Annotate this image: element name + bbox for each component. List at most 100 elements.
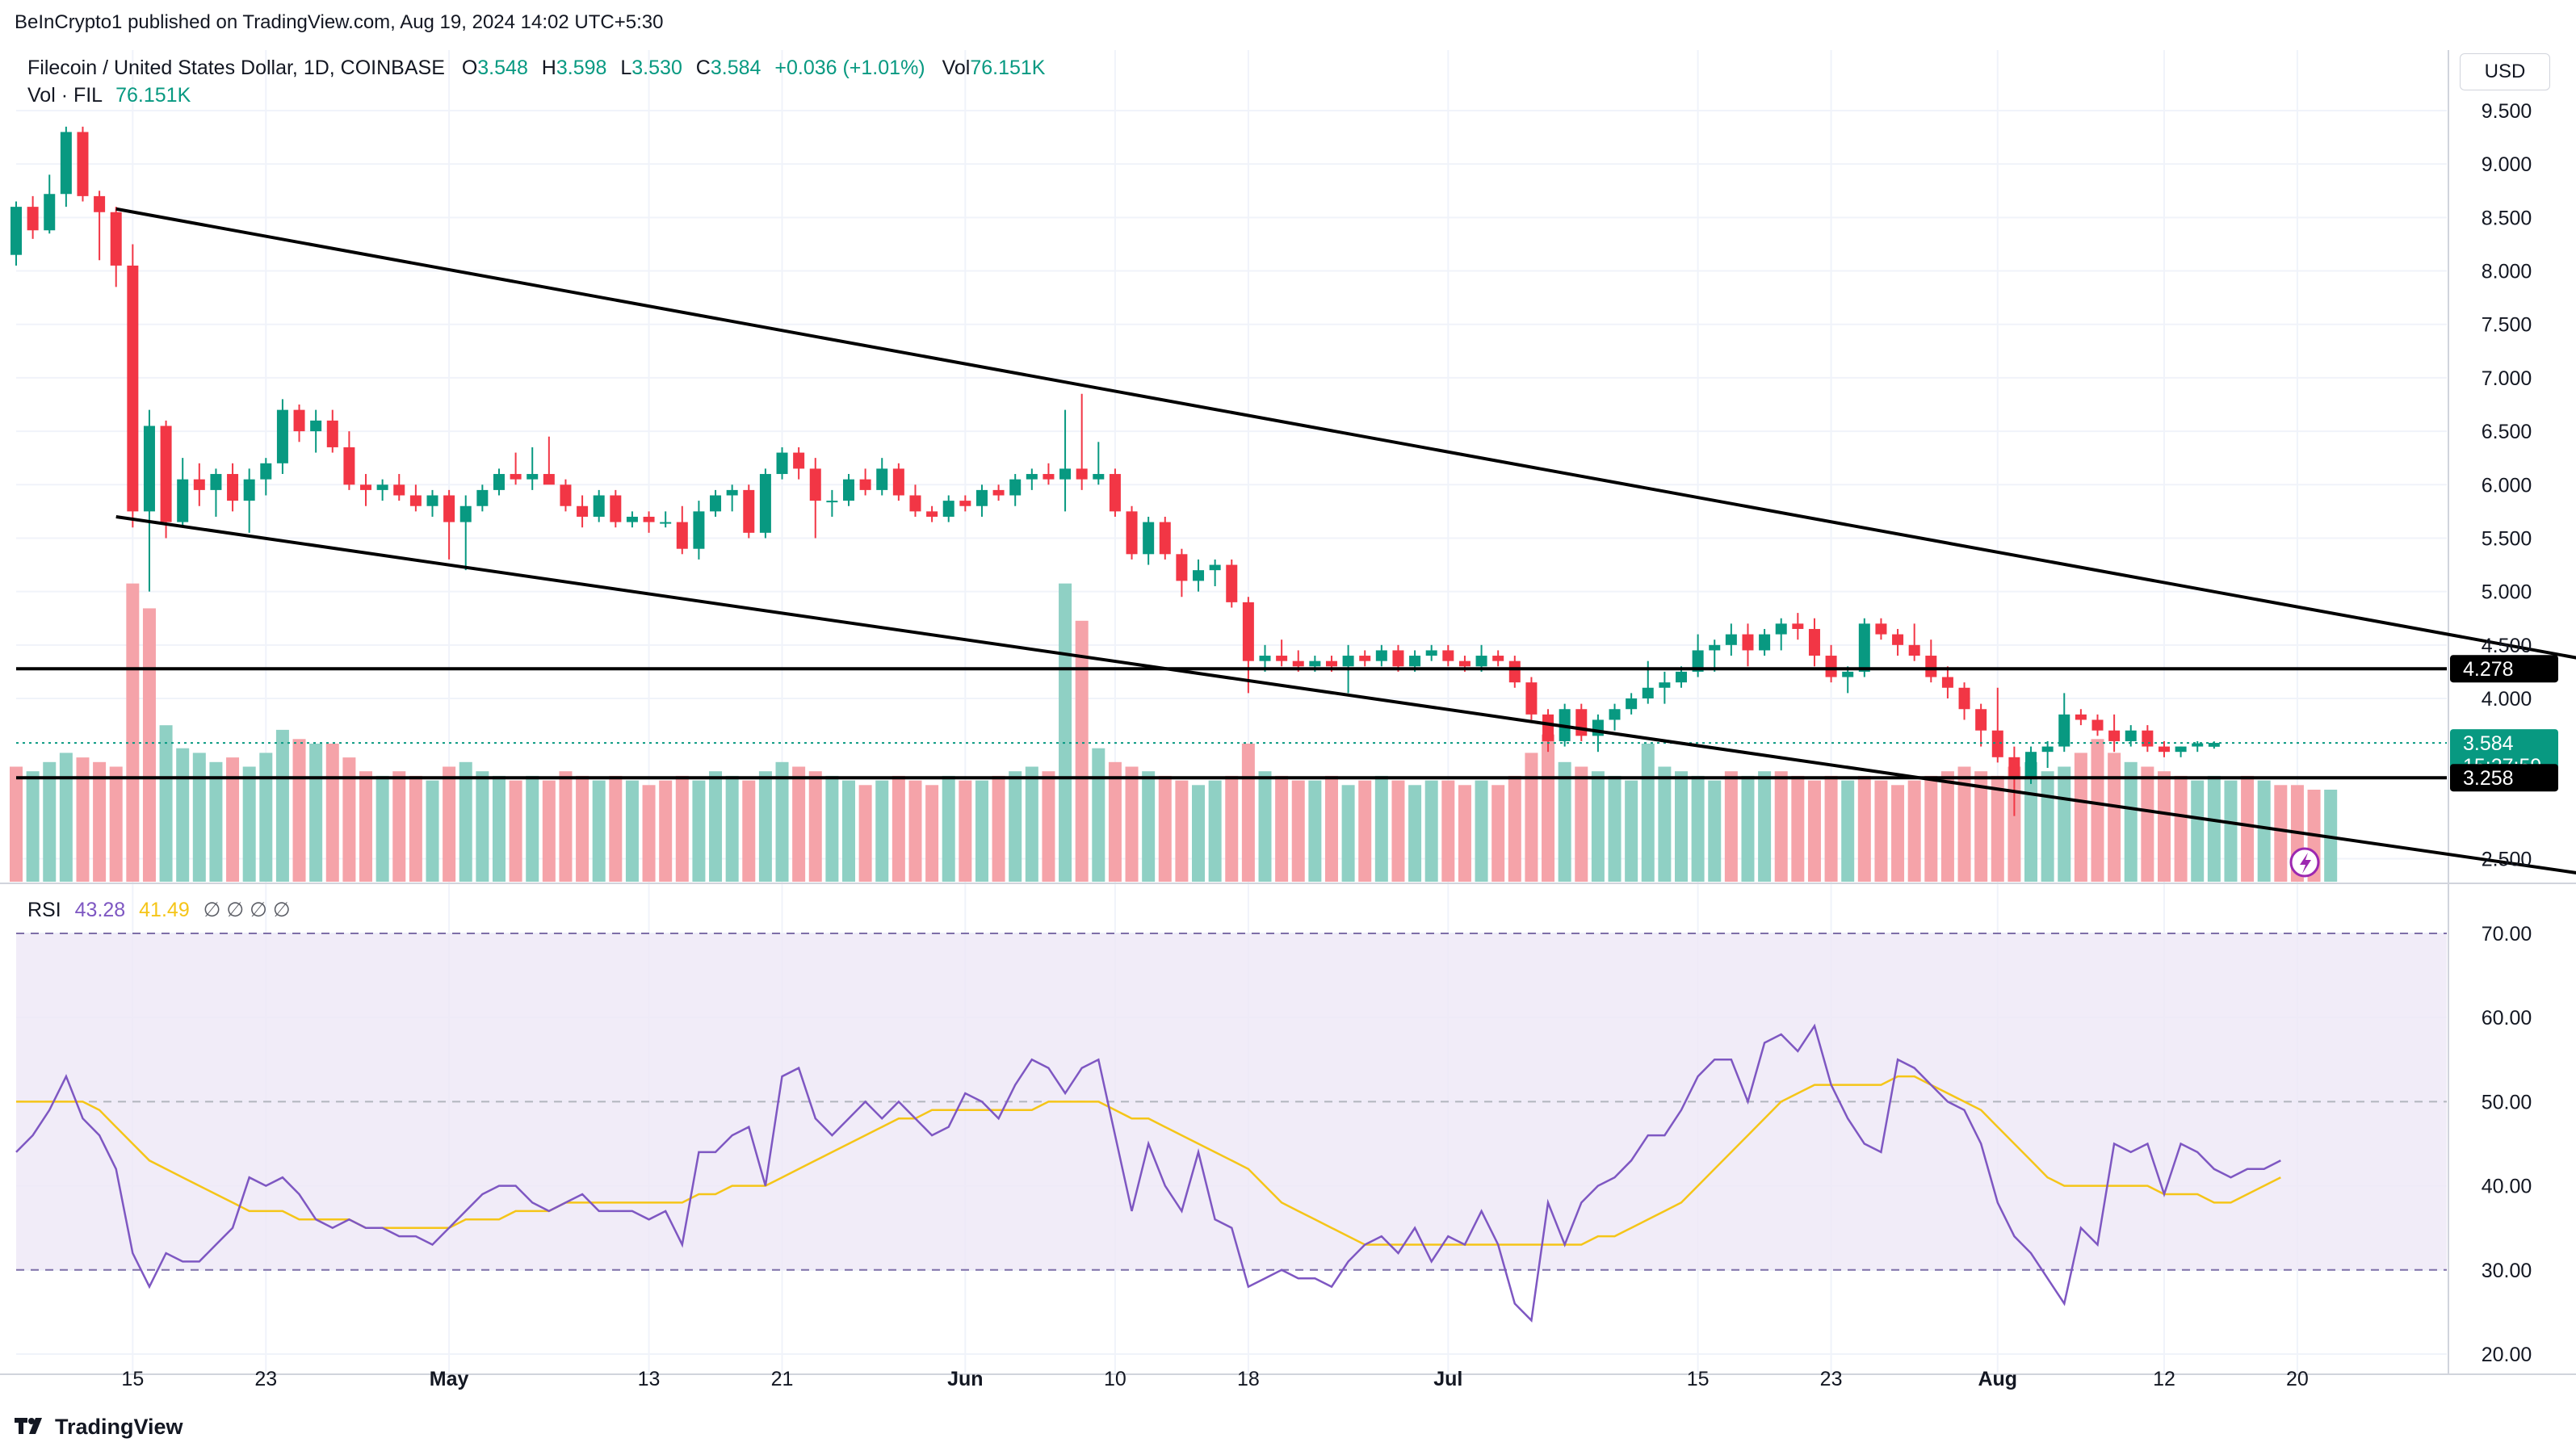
volume-bar [808,771,822,882]
volume-bar [576,775,589,882]
candle-body [10,207,22,255]
candle-body [1392,650,1404,667]
volume-bar [1408,785,1422,882]
candle-body [2108,730,2121,741]
volume-bar [359,771,373,882]
price-tick-label: 8.000 [2482,261,2532,283]
volume-bar [1042,771,1055,882]
volume-bar [1441,780,1455,882]
candle-body [1093,474,1105,480]
volume-bar [2058,766,2071,882]
volume-bar [1675,771,1688,882]
candle-body [2008,757,2020,779]
volume-bar [2141,766,2154,882]
candle-body [2058,714,2070,747]
candle-body [892,468,904,496]
change-value: +0.036 (+1.01%) [774,57,925,79]
candle-body [1309,660,1321,667]
candle-body [94,195,106,212]
volume-bar [1108,761,1122,882]
axes: 9.500 9.000 8.500 8.000 7.500 7.000 6.500 6.000… [121,100,2532,1390]
price-tick-label: 4.000 [2482,688,2532,711]
volume-bar [875,780,889,882]
volume-bar [1175,780,1189,882]
candle-body [376,484,388,490]
candle-body [2075,714,2087,720]
rsi-ma-series [16,1075,2281,1246]
candle-body [1742,634,1754,651]
volume-bar [1758,771,1772,882]
candle-body [443,495,455,522]
candle-body [1475,656,1487,667]
volume-bar [692,780,706,882]
volume-bar [26,771,40,882]
volume-bar [959,780,972,882]
high-value: 3.598 [556,57,607,79]
rsi-tick-label: 50.00 [2482,1091,2532,1113]
volume-bar [942,775,955,882]
volume-bar [1192,785,1206,882]
candle-body [926,511,938,517]
volume-bar [342,757,356,882]
volume-bar [1508,775,1521,882]
candle-body [1508,660,1521,683]
candle-body [1609,709,1621,720]
volume-bar [842,780,855,882]
candle-body [1958,687,1970,710]
volume-bar [275,729,289,882]
volume-bar [892,775,905,882]
candle-body [77,132,89,196]
price-tick-label: 6.500 [2482,421,2532,443]
volume-bar [392,771,406,882]
open-value: 3.548 [477,57,528,79]
volume-bar [1542,734,1555,882]
low-value: 3.530 [631,57,682,79]
volume-bar [1608,775,1622,882]
volume-bar [1774,771,1788,882]
volume-bar [1974,771,1988,882]
candle-body [710,495,722,512]
candle-body [1425,650,1437,656]
candle-body [975,489,988,506]
volume-bar [2091,739,2104,882]
candle-body [1209,564,1221,571]
volume-bar [126,583,140,882]
volume-bar [1724,771,1738,882]
symbol-name[interactable]: Filecoin / United States Dollar, 1D, COI… [27,57,445,79]
candle-body [1226,564,1238,602]
candle-body [160,426,172,522]
volume-bar [209,761,223,882]
candle-body [326,420,338,447]
candle-body [1925,656,1937,677]
volume-bar [2008,766,2021,882]
volume-bar [2224,780,2238,882]
candle-body [1676,671,1687,683]
volume-bar [1125,766,1139,882]
volume-legend-label[interactable]: Vol · FIL [27,84,103,107]
price-tick-label: 7.500 [2482,314,2532,337]
candle-body [510,474,522,480]
volume-bar [1275,775,1289,882]
volume-bar [242,766,256,882]
volume-bar [1558,761,1571,882]
horizontal-levels [16,667,2447,780]
resistance-badge: 4.278 [2450,655,2558,683]
rsi-legend-label[interactable]: RSI [27,899,61,921]
volume-bar [1291,780,1305,882]
volume-bar [1241,744,1255,882]
candle-body [826,501,838,503]
candle-body [2208,743,2220,747]
candle-body [2158,746,2170,753]
rsi-tick-label: 40.00 [2482,1176,2532,1198]
currency-button[interactable]: USD [2460,53,2550,90]
rsi-pane [15,933,2447,1323]
candle-body [177,479,189,522]
price-tick-label: 2.500 [2482,849,2532,871]
price-tick-label: 5.000 [2482,581,2532,604]
publisher-line: BeInCrypto1 published on TradingView.com… [15,11,664,33]
volume-bar [1308,780,1322,882]
price-tick-label: 8.500 [2482,207,2532,229]
lightning-icon[interactable] [2289,847,2320,878]
volume-bar [142,608,156,882]
